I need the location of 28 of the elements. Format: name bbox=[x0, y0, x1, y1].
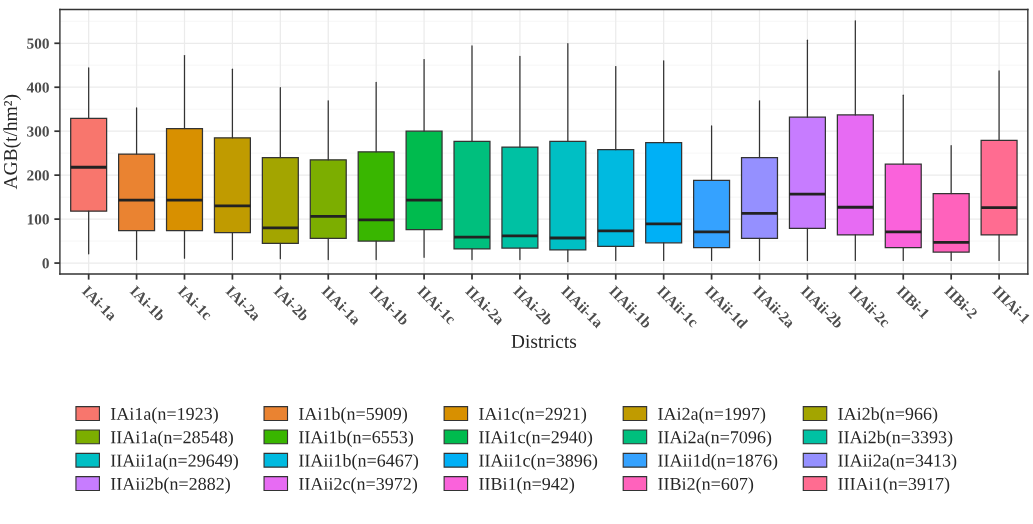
legend-label: IIAii2b(n=2882) bbox=[110, 477, 230, 494]
y-axis-title: AGB(t/hm²) bbox=[3, 94, 22, 190]
y-tick-label: 200 bbox=[27, 170, 49, 181]
x-axis-title: Districts bbox=[511, 334, 577, 348]
legend-label: IIAii1a(n=29649) bbox=[110, 453, 238, 471]
legend-label: IIAii1d(n=1876) bbox=[658, 453, 778, 471]
legend-label: IIBi2(n=607) bbox=[658, 477, 754, 494]
legend-label: IIAi2a(n=7096) bbox=[658, 430, 772, 447]
legend-label: IAi1a(n=1923) bbox=[110, 407, 218, 424]
legend-label: IIAii1c(n=3896) bbox=[479, 453, 598, 471]
legend-label: IIAi2b(n=3393) bbox=[838, 430, 953, 447]
legend-label: IIIAi1(n=3917) bbox=[838, 477, 950, 494]
legend-label: IAi2b(n=966) bbox=[838, 407, 938, 424]
legend-label: IIAi1b(n=6553) bbox=[299, 430, 414, 447]
legend-label: IIAii2c(n=3972) bbox=[299, 477, 418, 494]
y-tick-label: 100 bbox=[27, 214, 49, 225]
legend-label: IIAii2a(n=3413) bbox=[838, 453, 957, 471]
legend-label: IIAi1a(n=28548) bbox=[110, 430, 233, 447]
y-tick-label: 0 bbox=[42, 258, 49, 269]
legend-label: IIAi1c(n=2940) bbox=[479, 430, 593, 447]
y-tick-label: 500 bbox=[27, 38, 49, 49]
legend-label: IIBi1(n=942) bbox=[479, 477, 575, 494]
legend-label: IAi1c(n=2921) bbox=[479, 407, 587, 424]
legend-label: IAi1b(n=5909) bbox=[299, 407, 408, 424]
y-tick-label: 400 bbox=[26, 82, 49, 93]
y-tick-label: 300 bbox=[27, 126, 49, 137]
legend-label: IAi2a(n=1997) bbox=[658, 407, 766, 424]
legend-label: IIAii1b(n=6467) bbox=[299, 453, 419, 471]
